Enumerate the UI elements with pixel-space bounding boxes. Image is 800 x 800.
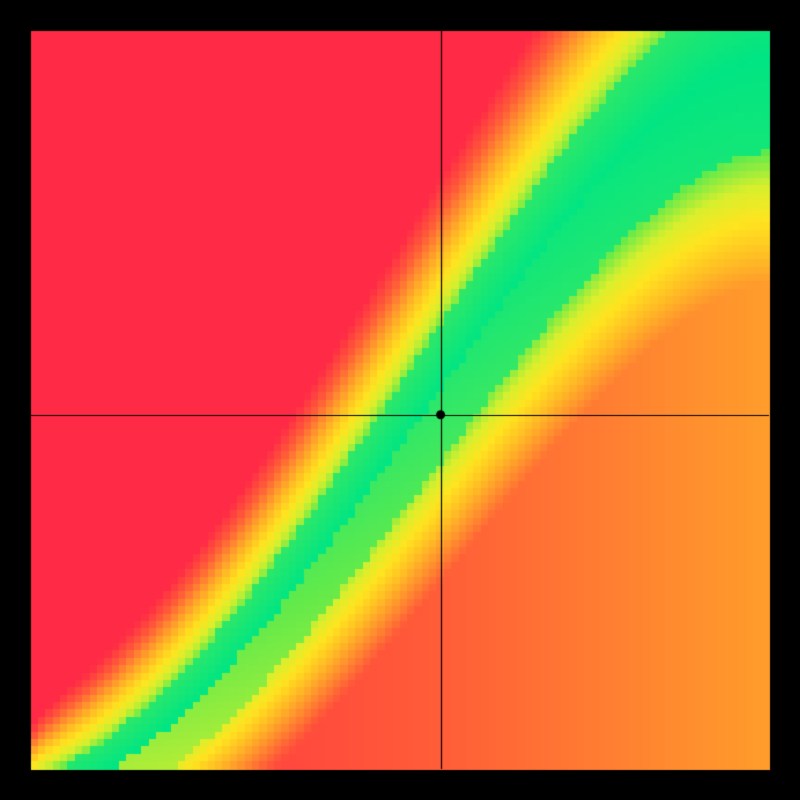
bottleneck-heatmap <box>0 0 800 800</box>
chart-container: TheBottleneck.com <box>0 0 800 800</box>
